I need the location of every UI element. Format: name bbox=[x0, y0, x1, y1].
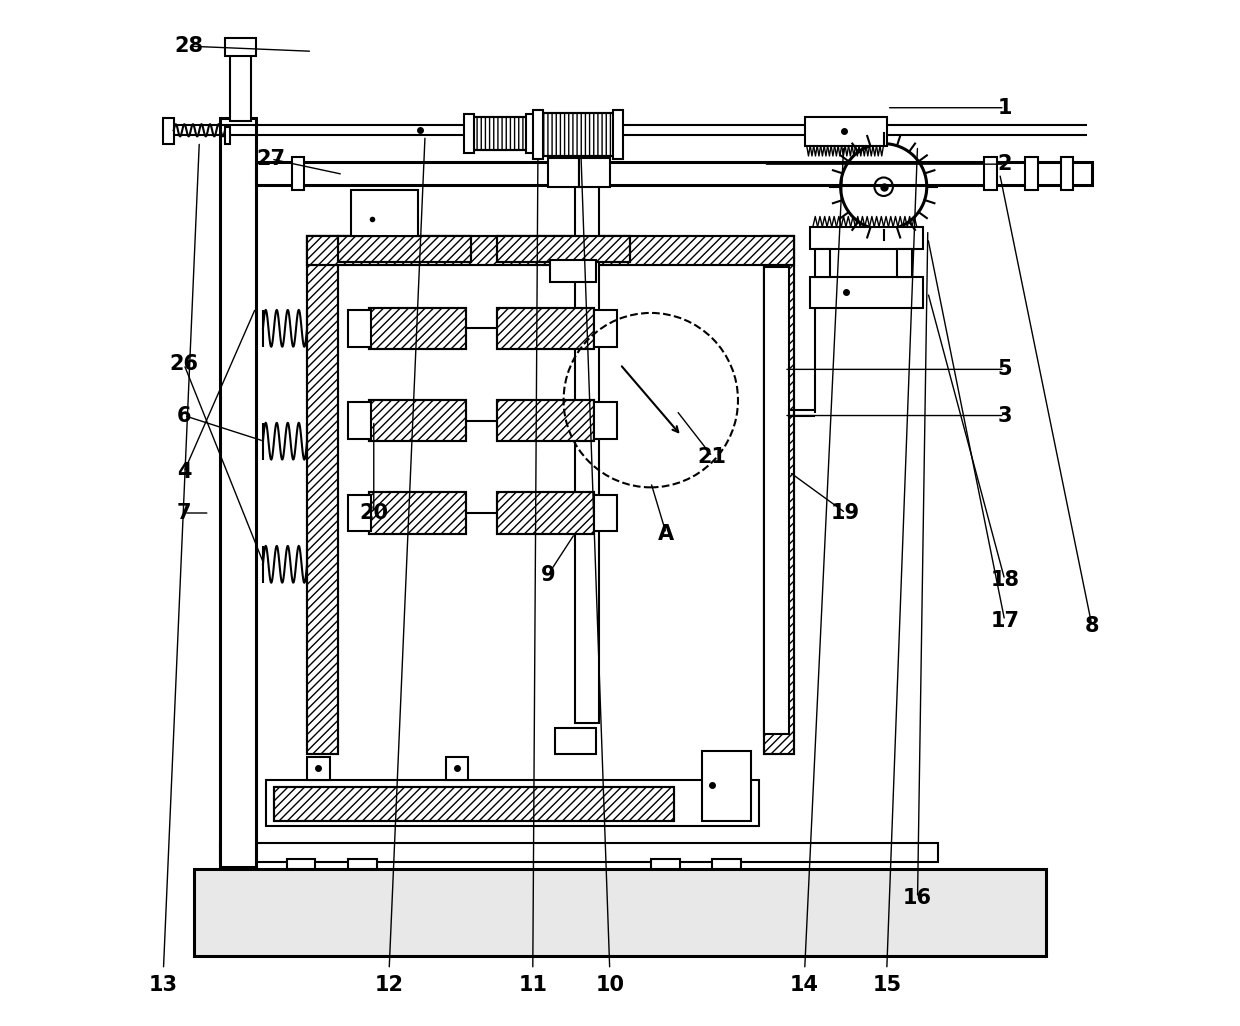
Bar bbox=[368, 492, 466, 534]
Bar bbox=[308, 757, 330, 780]
Bar bbox=[810, 277, 923, 308]
Bar bbox=[764, 236, 795, 754]
Bar bbox=[286, 859, 315, 869]
Bar bbox=[526, 114, 536, 153]
Bar bbox=[368, 308, 466, 349]
Bar bbox=[613, 110, 622, 159]
Bar bbox=[594, 495, 618, 531]
Bar bbox=[702, 751, 751, 821]
Text: 12: 12 bbox=[374, 975, 404, 995]
Text: 28: 28 bbox=[175, 36, 203, 56]
Bar bbox=[464, 114, 475, 153]
Bar bbox=[551, 260, 596, 282]
Bar bbox=[195, 869, 1045, 956]
Text: 2: 2 bbox=[997, 154, 1012, 174]
Bar bbox=[337, 236, 471, 262]
Bar bbox=[556, 728, 596, 754]
Text: 14: 14 bbox=[790, 975, 820, 995]
Bar bbox=[497, 308, 594, 349]
Bar bbox=[497, 236, 630, 262]
Text: 5: 5 bbox=[997, 359, 1012, 380]
Bar bbox=[985, 157, 997, 190]
Bar bbox=[224, 127, 231, 144]
Text: 9: 9 bbox=[541, 564, 556, 585]
Bar bbox=[308, 236, 795, 265]
Text: 18: 18 bbox=[991, 569, 1019, 590]
Text: 8: 8 bbox=[1085, 616, 1099, 636]
Bar bbox=[1025, 157, 1038, 190]
Bar bbox=[497, 400, 594, 441]
Text: A: A bbox=[658, 523, 675, 544]
Bar bbox=[815, 249, 831, 277]
Bar bbox=[224, 38, 255, 56]
Bar bbox=[274, 787, 675, 821]
Bar bbox=[368, 308, 466, 349]
Bar bbox=[267, 780, 759, 826]
Bar bbox=[575, 169, 599, 723]
Text: 10: 10 bbox=[595, 975, 624, 995]
Bar bbox=[533, 110, 543, 159]
Bar bbox=[255, 162, 1092, 185]
Bar bbox=[274, 787, 675, 821]
Bar bbox=[497, 236, 630, 262]
Text: 16: 16 bbox=[903, 887, 932, 908]
Bar bbox=[579, 158, 610, 187]
Bar bbox=[348, 859, 377, 869]
Text: 11: 11 bbox=[518, 975, 547, 995]
Bar bbox=[497, 492, 594, 534]
Text: 27: 27 bbox=[257, 149, 285, 169]
Bar bbox=[368, 400, 466, 441]
Text: 19: 19 bbox=[831, 503, 861, 523]
Bar bbox=[1061, 157, 1074, 190]
Text: 13: 13 bbox=[149, 975, 177, 995]
Bar bbox=[368, 492, 466, 534]
Bar bbox=[308, 236, 795, 265]
Bar bbox=[308, 236, 337, 754]
Bar bbox=[810, 227, 923, 249]
Text: 3: 3 bbox=[997, 405, 1012, 426]
Bar bbox=[445, 757, 469, 780]
Bar bbox=[348, 310, 371, 347]
Text: 4: 4 bbox=[177, 462, 191, 482]
Text: 6: 6 bbox=[177, 405, 191, 426]
Bar bbox=[594, 402, 618, 439]
Bar bbox=[805, 117, 887, 146]
Bar bbox=[348, 402, 371, 439]
Bar bbox=[594, 310, 618, 347]
Bar bbox=[764, 236, 795, 754]
Text: 20: 20 bbox=[360, 503, 388, 523]
Text: 15: 15 bbox=[872, 975, 901, 995]
Bar bbox=[497, 492, 594, 534]
Bar bbox=[164, 118, 174, 144]
Bar bbox=[291, 157, 304, 190]
Text: 7: 7 bbox=[177, 503, 191, 523]
Bar bbox=[536, 113, 618, 156]
Bar bbox=[368, 400, 466, 441]
Bar bbox=[536, 113, 618, 156]
Bar bbox=[219, 118, 255, 867]
Bar bbox=[351, 190, 418, 236]
Text: 17: 17 bbox=[991, 610, 1019, 631]
Bar bbox=[548, 158, 579, 187]
Text: 1: 1 bbox=[997, 97, 1012, 118]
Bar bbox=[651, 859, 680, 869]
Text: 21: 21 bbox=[698, 446, 727, 467]
Bar bbox=[337, 236, 471, 262]
Bar bbox=[471, 117, 528, 150]
Bar bbox=[897, 249, 913, 277]
Bar bbox=[497, 308, 594, 349]
Bar bbox=[497, 400, 594, 441]
Bar bbox=[471, 117, 528, 150]
Bar bbox=[764, 267, 790, 734]
Bar bbox=[219, 843, 937, 862]
Bar bbox=[231, 51, 250, 121]
Text: 26: 26 bbox=[170, 354, 198, 374]
Bar bbox=[308, 236, 337, 754]
Bar bbox=[348, 495, 371, 531]
Bar bbox=[712, 859, 742, 869]
